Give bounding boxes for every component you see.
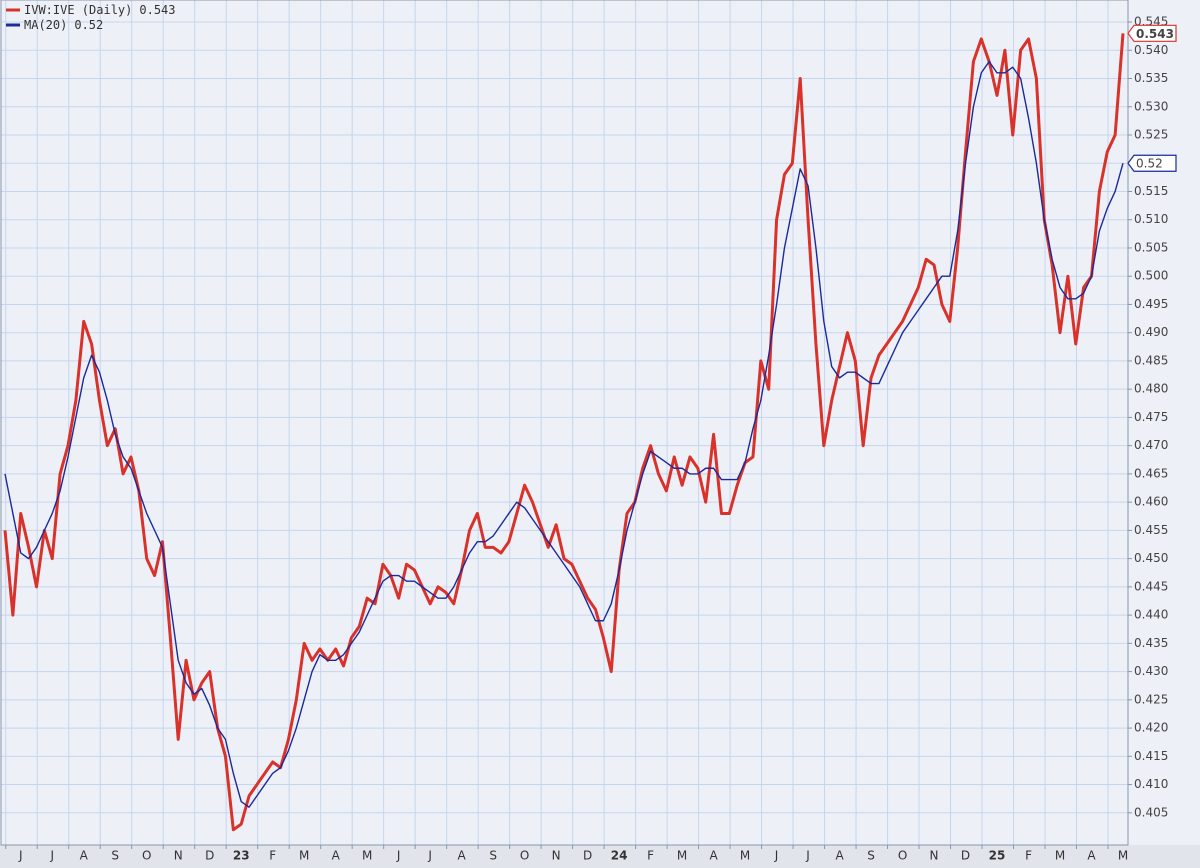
y-tick-label: 0.485 [1134, 353, 1168, 367]
value-tag-label: 0.52 [1136, 157, 1163, 171]
x-tick-label: M [677, 849, 687, 863]
x-tick-label: F [647, 849, 654, 863]
y-tick-label: 0.425 [1134, 692, 1168, 706]
x-tick-label: F [1025, 849, 1032, 863]
x-tick-label: M [1118, 849, 1128, 863]
y-tick-label: 0.505 [1134, 240, 1168, 254]
y-tick-label: 0.535 [1134, 71, 1168, 85]
x-tick-label: F [269, 849, 276, 863]
x-tick-label: J [49, 849, 54, 863]
y-tick-label: 0.490 [1134, 325, 1168, 339]
x-tick-label: 23 [233, 849, 250, 863]
y-tick-label: 0.525 [1134, 127, 1168, 141]
y-tick-label: 0.500 [1134, 269, 1168, 283]
value-tag [1127, 154, 1177, 172]
x-tick-label: M [299, 849, 309, 863]
y-tick-label: 0.405 [1134, 805, 1168, 819]
x-tick-label: N [174, 849, 183, 863]
x-tick-label: D [961, 849, 970, 863]
x-axis-band [0, 845, 1200, 868]
series-line [4, 60, 1124, 808]
value-tag-label: 0.543 [1136, 27, 1174, 41]
plot-lines [3, 33, 1125, 832]
x-tick-label: J [805, 849, 810, 863]
x-tick-label: O [142, 849, 151, 863]
x-tick-label: 25 [989, 849, 1006, 863]
x-tick-label: J [427, 849, 432, 863]
axes: 0.405 0.410 0.415 0.420 0.425 0.430 0.435 0.440… [5, 15, 1177, 863]
y-tick-label: 0.445 [1134, 579, 1168, 593]
x-tick-label: N [552, 849, 561, 863]
x-tick-label: S [111, 849, 119, 863]
x-tick-label: S [489, 849, 497, 863]
x-tick-label: D [205, 849, 214, 863]
y-tick-label: 0.480 [1134, 382, 1168, 396]
x-tick-label: M [740, 849, 750, 863]
value-tag [1127, 24, 1177, 42]
y-tick-label: 0.410 [1134, 777, 1168, 791]
y-tick-label: 0.455 [1134, 523, 1168, 537]
x-tick-label: A [709, 849, 718, 863]
y-tick-label: 0.430 [1134, 664, 1168, 678]
x-tick-label: N [930, 849, 939, 863]
y-tick-label: 0.495 [1134, 297, 1168, 311]
x-tick-label: A [458, 849, 467, 863]
y-tick-label: 0.440 [1134, 608, 1168, 622]
x-tick-label: J [18, 849, 23, 863]
plot-frame [0, 0, 1129, 846]
y-tick-label: 0.470 [1134, 438, 1168, 452]
x-tick-label: O [520, 849, 529, 863]
legend-name: MA(20) [24, 18, 67, 32]
x-tick-label: A [835, 849, 844, 863]
legend: IVW:IVE (Daily) 0.543 MA(20) 0.52 [6, 3, 176, 32]
x-tick-label: 24 [611, 849, 628, 863]
y-tick-label: 0.510 [1134, 212, 1168, 226]
y-tick-label: 0.530 [1134, 99, 1168, 113]
x-tick-label: M [362, 849, 372, 863]
x-tick-label: A [80, 849, 89, 863]
x-tick-label: A [332, 849, 341, 863]
x-tick-label: J [774, 849, 779, 863]
x-tick-label: S [867, 849, 875, 863]
y-tick-label: 0.460 [1134, 495, 1168, 509]
y-tick-label: 0.515 [1134, 184, 1168, 198]
series-line [3, 33, 1125, 832]
x-tick-label: O [898, 849, 907, 863]
x-tick-label: D [583, 849, 592, 863]
legend-value: 0.543 [139, 3, 175, 17]
y-tick-label: 0.450 [1134, 551, 1168, 565]
legend-entry: MA(20) 0.52 [24, 18, 103, 32]
legend-entry: IVW:IVE (Daily) 0.543 [24, 3, 176, 17]
x-tick-label: M [1055, 849, 1065, 863]
x-tick-label: A [1087, 849, 1096, 863]
y-tick-label: 0.420 [1134, 721, 1168, 735]
y-tick-label: 0.475 [1134, 410, 1168, 424]
y-tick-label: 0.435 [1134, 636, 1168, 650]
legend-name: IVW:IVE (Daily) [24, 3, 132, 17]
y-tick-label: 0.540 [1134, 43, 1168, 57]
legend-value: 0.52 [74, 18, 103, 32]
y-tick-label: 0.465 [1134, 466, 1168, 480]
x-tick-label: J [396, 849, 401, 863]
y-tick-label: 0.415 [1134, 749, 1168, 763]
